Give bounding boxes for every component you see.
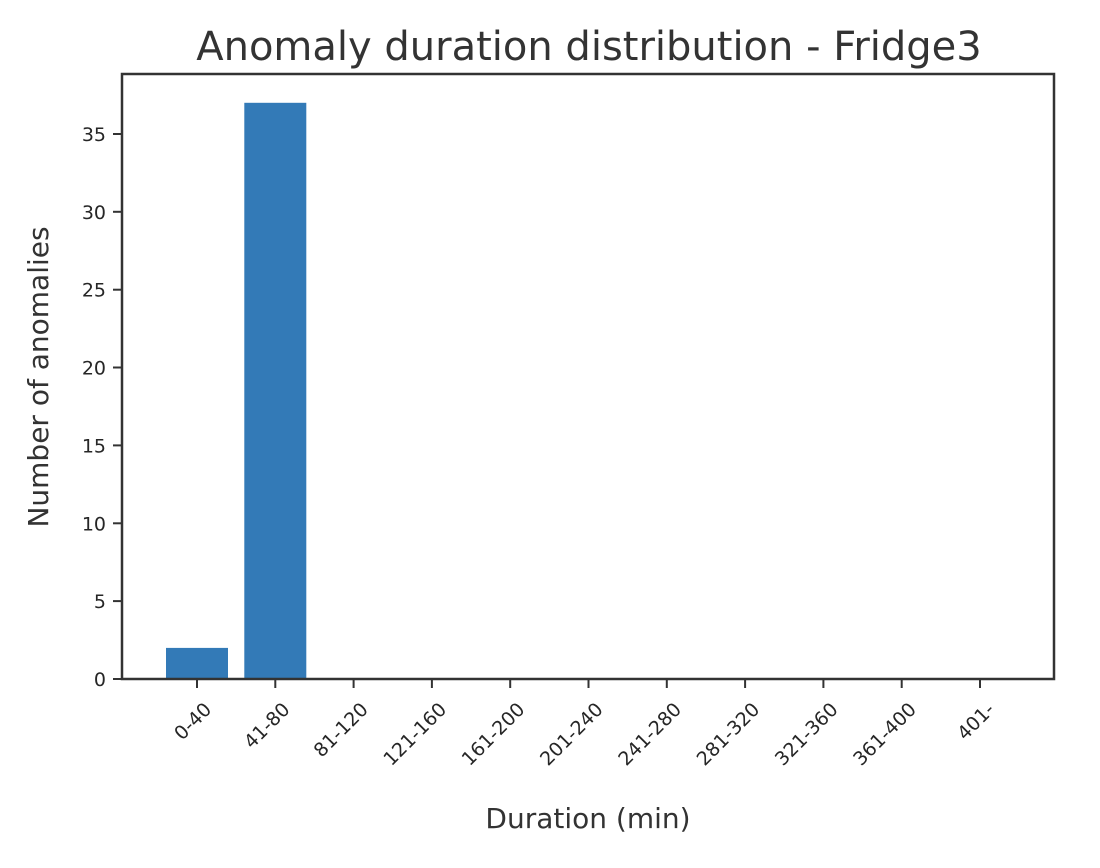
x-tick-label: 361-400 xyxy=(849,699,921,771)
bars-group xyxy=(166,102,307,680)
y-axis-ticks: 0 5 10 15 20 25 30 35 xyxy=(82,124,122,691)
bar-0-40 xyxy=(166,647,228,679)
y-tick-label: 20 xyxy=(82,358,106,380)
x-tick-label: 281-320 xyxy=(693,699,765,771)
x-axis-label: Duration (min) xyxy=(485,802,690,835)
y-axis-label: Number of anomalies xyxy=(22,226,55,527)
y-tick-label: 10 xyxy=(82,513,106,535)
x-tick-label: 41-80 xyxy=(240,699,295,754)
y-tick-label: 35 xyxy=(82,124,106,146)
x-tick-label: 401- xyxy=(953,699,999,745)
bar-41-80 xyxy=(244,102,307,680)
y-tick-label: 0 xyxy=(94,669,106,691)
x-tick-label: 321-360 xyxy=(771,699,843,771)
x-tick-label: 0-40 xyxy=(170,699,216,745)
x-axis-ticks: 0-40 41-80 81-120 121-160 161-200 201-240 241-… xyxy=(170,679,999,770)
x-tick-label: 81-120 xyxy=(310,699,373,762)
y-tick-label: 30 xyxy=(82,202,106,224)
x-tick-label: 241-280 xyxy=(614,699,686,771)
x-tick-label: 201-240 xyxy=(536,699,608,771)
y-tick-label: 15 xyxy=(82,435,106,457)
x-tick-label: 161-200 xyxy=(458,699,530,771)
chart-title: Anomaly duration distribution - Fridge3 xyxy=(196,24,982,70)
y-tick-label: 5 xyxy=(94,591,106,613)
y-tick-label: 25 xyxy=(82,280,106,302)
plot-frame xyxy=(120,72,1056,681)
x-tick-label: 121-160 xyxy=(379,699,451,771)
